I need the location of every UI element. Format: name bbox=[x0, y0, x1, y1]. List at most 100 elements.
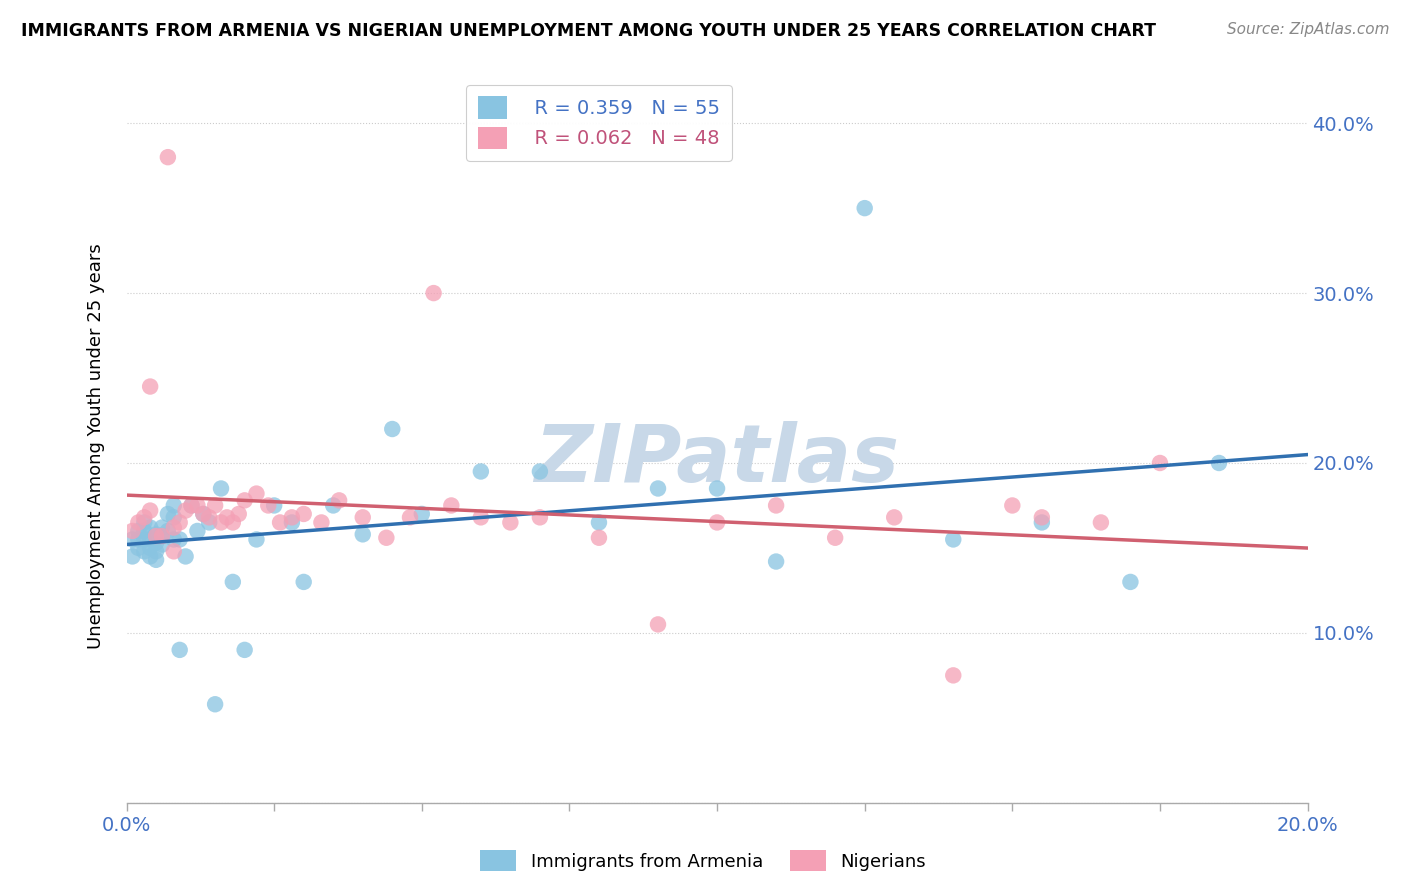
Text: ZIPatlas: ZIPatlas bbox=[534, 421, 900, 500]
Point bbox=[311, 516, 333, 530]
Point bbox=[765, 555, 787, 569]
Point bbox=[281, 510, 304, 524]
Point bbox=[706, 516, 728, 530]
Point bbox=[942, 668, 965, 682]
Point bbox=[121, 524, 143, 538]
Point bbox=[186, 499, 208, 513]
Point bbox=[156, 507, 179, 521]
Point bbox=[180, 499, 202, 513]
Point bbox=[139, 541, 162, 555]
Point bbox=[263, 499, 285, 513]
Point bbox=[121, 533, 143, 547]
Point bbox=[233, 493, 256, 508]
Point bbox=[281, 516, 304, 530]
Point bbox=[375, 531, 398, 545]
Y-axis label: Unemployment Among Youth under 25 years: Unemployment Among Youth under 25 years bbox=[87, 244, 105, 648]
Point bbox=[145, 536, 167, 550]
Point bbox=[215, 510, 238, 524]
Point bbox=[134, 516, 156, 530]
Point bbox=[150, 529, 173, 543]
Point bbox=[145, 527, 167, 541]
Point bbox=[198, 516, 221, 530]
Point bbox=[1031, 510, 1053, 524]
Point bbox=[163, 499, 186, 513]
Point bbox=[422, 286, 444, 301]
Legend:   R = 0.359   N = 55,   R = 0.062   N = 48: R = 0.359 N = 55, R = 0.062 N = 48 bbox=[465, 85, 733, 161]
Point bbox=[706, 482, 728, 496]
Point bbox=[139, 549, 162, 564]
Point bbox=[470, 510, 492, 524]
Point bbox=[127, 541, 149, 555]
Point bbox=[163, 520, 186, 534]
Point bbox=[942, 533, 965, 547]
Point bbox=[322, 499, 344, 513]
Point bbox=[352, 527, 374, 541]
Point bbox=[245, 533, 267, 547]
Point bbox=[499, 516, 522, 530]
Point bbox=[204, 698, 226, 712]
Point bbox=[328, 493, 350, 508]
Point bbox=[156, 524, 179, 538]
Point bbox=[222, 574, 245, 589]
Point bbox=[134, 524, 156, 538]
Point bbox=[411, 507, 433, 521]
Point bbox=[174, 549, 197, 564]
Point bbox=[156, 150, 179, 164]
Point bbox=[352, 510, 374, 524]
Point bbox=[1031, 516, 1053, 530]
Legend: Immigrants from Armenia, Nigerians: Immigrants from Armenia, Nigerians bbox=[472, 843, 934, 879]
Point bbox=[292, 507, 315, 521]
Point bbox=[647, 482, 669, 496]
Point bbox=[470, 465, 492, 479]
Point bbox=[233, 643, 256, 657]
Point bbox=[163, 533, 186, 547]
Point bbox=[198, 510, 221, 524]
Point bbox=[145, 544, 167, 558]
Point bbox=[1149, 456, 1171, 470]
Point bbox=[204, 499, 226, 513]
Point bbox=[228, 507, 250, 521]
Point bbox=[139, 533, 162, 547]
Point bbox=[150, 520, 173, 534]
Point bbox=[1208, 456, 1230, 470]
Point bbox=[163, 510, 186, 524]
Point bbox=[150, 537, 173, 551]
Point bbox=[222, 516, 245, 530]
Point bbox=[1090, 516, 1112, 530]
Point bbox=[127, 524, 149, 538]
Point bbox=[883, 510, 905, 524]
Point bbox=[134, 510, 156, 524]
Point bbox=[292, 574, 315, 589]
Point bbox=[381, 422, 404, 436]
Point bbox=[169, 516, 191, 530]
Point bbox=[257, 499, 280, 513]
Point bbox=[139, 503, 162, 517]
Point bbox=[150, 529, 173, 543]
Point bbox=[145, 553, 167, 567]
Point bbox=[139, 520, 162, 534]
Point bbox=[209, 516, 232, 530]
Point bbox=[174, 503, 197, 517]
Text: Source: ZipAtlas.com: Source: ZipAtlas.com bbox=[1226, 22, 1389, 37]
Point bbox=[163, 544, 186, 558]
Point bbox=[169, 643, 191, 657]
Point bbox=[765, 499, 787, 513]
Point bbox=[399, 510, 422, 524]
Point bbox=[193, 507, 215, 521]
Point bbox=[1119, 574, 1142, 589]
Point bbox=[127, 516, 149, 530]
Point bbox=[121, 549, 143, 564]
Point bbox=[588, 516, 610, 530]
Point bbox=[193, 507, 215, 521]
Point bbox=[180, 499, 202, 513]
Point bbox=[186, 524, 208, 538]
Point bbox=[529, 510, 551, 524]
Point bbox=[1001, 499, 1024, 513]
Point bbox=[127, 533, 149, 547]
Point bbox=[853, 201, 876, 215]
Text: IMMIGRANTS FROM ARMENIA VS NIGERIAN UNEMPLOYMENT AMONG YOUTH UNDER 25 YEARS CORR: IMMIGRANTS FROM ARMENIA VS NIGERIAN UNEM… bbox=[21, 22, 1156, 40]
Point bbox=[139, 379, 162, 393]
Point bbox=[824, 531, 846, 545]
Point bbox=[440, 499, 463, 513]
Point bbox=[245, 486, 267, 500]
